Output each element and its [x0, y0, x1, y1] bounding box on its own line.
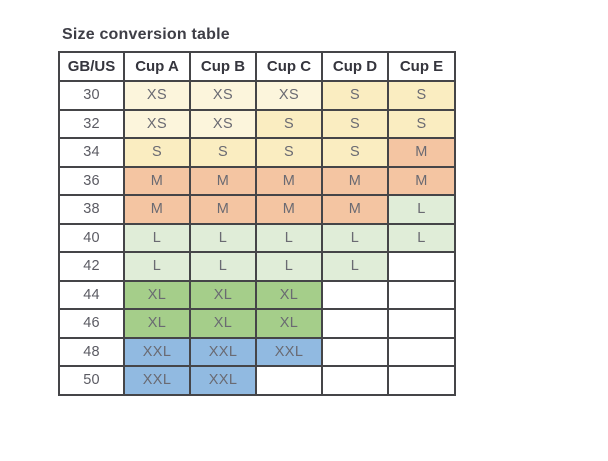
band-size-label: 30	[58, 80, 125, 111]
size-cell-m: M	[123, 194, 191, 225]
size-cell-xl: XL	[123, 308, 191, 339]
size-cell-xl: XL	[189, 279, 257, 310]
column-header-cup-d: Cup D	[321, 51, 389, 82]
size-cell-m: M	[255, 165, 323, 196]
size-cell-xxl: XXL	[189, 336, 257, 367]
band-size-label: 50	[58, 365, 125, 396]
size-cell-m: M	[321, 194, 389, 225]
size-cell-xxl: XXL	[123, 365, 191, 396]
band-size-label: 34	[58, 137, 125, 168]
size-cell-s: S	[321, 108, 389, 139]
empty-cell	[321, 279, 389, 310]
size-cell-s: S	[321, 137, 389, 168]
size-cell-m: M	[189, 194, 257, 225]
size-cell-xs: XS	[189, 108, 257, 139]
size-cell-xs: XS	[123, 80, 191, 111]
band-size-label: 42	[58, 251, 125, 282]
size-cell-l: L	[255, 222, 323, 253]
band-size-label: 38	[58, 194, 125, 225]
empty-cell	[387, 279, 456, 310]
table-row-38: 38 M M M M L	[58, 194, 456, 225]
size-cell-s: S	[321, 80, 389, 111]
table-row-32: 32 XS XS S S S	[58, 108, 456, 139]
size-cell-m: M	[387, 137, 456, 168]
size-cell-l: L	[189, 251, 257, 282]
table-row-30: 30 XS XS XS S S	[58, 80, 456, 111]
size-cell-l: L	[321, 222, 389, 253]
size-cell-m: M	[321, 165, 389, 196]
size-cell-xl: XL	[123, 279, 191, 310]
band-size-label: 46	[58, 308, 125, 339]
table-row-44: 44 XL XL XL	[58, 279, 456, 310]
size-cell-l: L	[189, 222, 257, 253]
column-header-cup-e: Cup E	[387, 51, 456, 82]
size-cell-xl: XL	[255, 279, 323, 310]
empty-cell	[387, 251, 456, 282]
empty-cell	[255, 365, 323, 396]
table-row-48: 48 XXL XXL XXL	[58, 336, 456, 367]
empty-cell	[321, 336, 389, 367]
size-cell-s: S	[387, 108, 456, 139]
band-size-label: 48	[58, 336, 125, 367]
size-cell-xl: XL	[189, 308, 257, 339]
size-cell-l: L	[387, 194, 456, 225]
size-cell-l: L	[321, 251, 389, 282]
size-cell-s: S	[189, 137, 257, 168]
size-cell-s: S	[255, 108, 323, 139]
table-row-50: 50 XXL XXL	[58, 365, 456, 396]
size-cell-s: S	[387, 80, 456, 111]
band-size-label: 44	[58, 279, 125, 310]
empty-cell	[321, 365, 389, 396]
table-row-46: 46 XL XL XL	[58, 308, 456, 339]
size-cell-m: M	[189, 165, 257, 196]
size-cell-m: M	[387, 165, 456, 196]
size-cell-s: S	[123, 137, 191, 168]
column-header-gb-us: GB/US	[58, 51, 125, 82]
size-cell-xs: XS	[123, 108, 191, 139]
table-row-34: 34 S S S S M	[58, 137, 456, 168]
size-cell-xl: XL	[255, 308, 323, 339]
size-cell-l: L	[387, 222, 456, 253]
table-row-36: 36 M M M M M	[58, 165, 456, 196]
size-cell-m: M	[123, 165, 191, 196]
size-cell-m: M	[255, 194, 323, 225]
band-size-label: 40	[58, 222, 125, 253]
band-size-label: 36	[58, 165, 125, 196]
band-size-label: 32	[58, 108, 125, 139]
empty-cell	[387, 308, 456, 339]
size-cell-l: L	[255, 251, 323, 282]
empty-cell	[387, 365, 456, 396]
size-cell-s: S	[255, 137, 323, 168]
size-cell-xs: XS	[255, 80, 323, 111]
page-title: Size conversion table	[62, 26, 230, 43]
empty-cell	[387, 336, 456, 367]
size-cell-xs: XS	[189, 80, 257, 111]
empty-cell	[321, 308, 389, 339]
size-cell-xxl: XXL	[255, 336, 323, 367]
size-cell-xxl: XXL	[189, 365, 257, 396]
table-header-row: GB/US Cup A Cup B Cup C Cup D Cup E	[58, 51, 456, 82]
size-cell-xxl: XXL	[123, 336, 191, 367]
size-cell-l: L	[123, 222, 191, 253]
table-row-40: 40 L L L L L	[58, 222, 456, 253]
column-header-cup-c: Cup C	[255, 51, 323, 82]
column-header-cup-a: Cup A	[123, 51, 191, 82]
size-cell-l: L	[123, 251, 191, 282]
size-conversion-table: GB/US Cup A Cup B Cup C Cup D Cup E 30 XS XS XS S…	[58, 51, 456, 396]
table-row-42: 42 L L L L	[58, 251, 456, 282]
column-header-cup-b: Cup B	[189, 51, 257, 82]
